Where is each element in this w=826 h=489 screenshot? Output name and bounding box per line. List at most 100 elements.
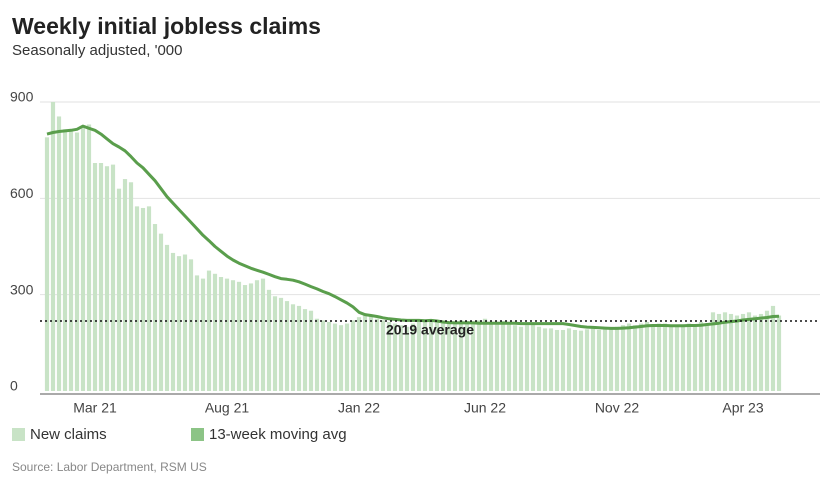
- bar: [524, 325, 530, 391]
- line: [46, 124, 780, 330]
- y-tick-label: 300: [10, 281, 34, 297]
- bar: [758, 313, 764, 391]
- bar: [110, 164, 116, 391]
- bar: [632, 325, 638, 391]
- bar: [404, 326, 410, 391]
- bar: [644, 321, 650, 391]
- bar: [428, 321, 434, 391]
- bar: [170, 252, 176, 391]
- bar: [566, 328, 572, 391]
- bar: [314, 318, 320, 391]
- bar: [332, 323, 338, 391]
- bar: [350, 320, 356, 391]
- bar: [692, 325, 698, 391]
- bar: [668, 326, 674, 391]
- bar: [476, 320, 482, 391]
- bar: [374, 318, 380, 391]
- bar: [140, 207, 146, 391]
- bar: [494, 321, 500, 391]
- legend-swatch: [191, 428, 204, 441]
- bar: [44, 137, 50, 391]
- bar: [440, 321, 446, 391]
- y-tick-label: 600: [10, 185, 34, 201]
- bar: [704, 323, 710, 391]
- bar: [482, 318, 488, 391]
- bar: [662, 323, 668, 391]
- y-tick-label: 900: [10, 89, 34, 105]
- bar: [698, 321, 704, 391]
- bar: [272, 296, 278, 391]
- bar: [230, 280, 236, 391]
- legend-label: New claims: [30, 426, 107, 443]
- chart-subtitle: Seasonally adjusted, '000: [12, 42, 183, 59]
- bar: [218, 277, 224, 391]
- bar: [764, 310, 770, 391]
- bar: [452, 321, 458, 391]
- bar: [290, 304, 296, 391]
- bar: [368, 315, 374, 391]
- bar: [356, 317, 362, 391]
- bar: [68, 130, 74, 391]
- bar: [572, 329, 578, 391]
- bar: [188, 259, 194, 391]
- bar: [458, 320, 464, 391]
- x-tick-label: Mar 21: [73, 400, 117, 416]
- bar: [248, 283, 254, 391]
- bar: [674, 325, 680, 391]
- grid: 0 300 600 900 Mar 21 Aug 21 Jan 22 Jun 22 Nov 22…: [10, 89, 820, 416]
- bar: [104, 166, 110, 391]
- bar: [614, 326, 620, 391]
- bar: [512, 325, 518, 391]
- bar: [362, 313, 368, 391]
- x-tick-label: Nov 22: [595, 400, 640, 416]
- bar: [242, 285, 248, 391]
- bar: [422, 320, 428, 391]
- bar: [770, 305, 776, 391]
- x-tick-label: Aug 21: [205, 400, 250, 416]
- bar: [650, 325, 656, 391]
- bar: [626, 323, 632, 391]
- bar: [536, 326, 542, 391]
- bar: [224, 278, 230, 391]
- bar: [542, 328, 548, 391]
- bar: [326, 321, 332, 391]
- bar: [746, 312, 752, 391]
- bar: [680, 325, 686, 391]
- bar: [380, 320, 386, 391]
- bar: [284, 301, 290, 391]
- x-tick-label: Jan 22: [338, 400, 380, 416]
- bar: [464, 320, 470, 391]
- bar: [158, 233, 164, 391]
- bar: [728, 313, 734, 391]
- bar: [308, 310, 314, 391]
- bar: [164, 244, 170, 391]
- bar: [206, 270, 212, 391]
- y-tick-label: 0: [10, 378, 18, 394]
- bar: [596, 329, 602, 391]
- bar: [518, 326, 524, 391]
- bar: [260, 278, 266, 391]
- bar: [386, 321, 392, 391]
- bar: [146, 206, 152, 391]
- bar: [584, 329, 590, 391]
- bar: [590, 328, 596, 391]
- bar: [176, 256, 182, 391]
- bar: [182, 254, 188, 391]
- bar: [98, 163, 104, 391]
- x-tick-label: Apr 23: [722, 400, 763, 416]
- source-note: Source: Labor Department, RSM US: [12, 460, 207, 474]
- bar: [500, 320, 506, 391]
- overlay: 2019 average New claims 13-week moving avg: [12, 124, 820, 443]
- bar: [152, 224, 158, 391]
- bar: [656, 323, 662, 391]
- bar: [134, 206, 140, 391]
- bar: [548, 328, 554, 391]
- bar: [506, 323, 512, 391]
- bar: [638, 323, 644, 391]
- bar: [716, 313, 722, 391]
- bar: [686, 323, 692, 391]
- bar: [398, 325, 404, 391]
- bar: [278, 297, 284, 391]
- reference-label: 2019 average: [386, 322, 474, 338]
